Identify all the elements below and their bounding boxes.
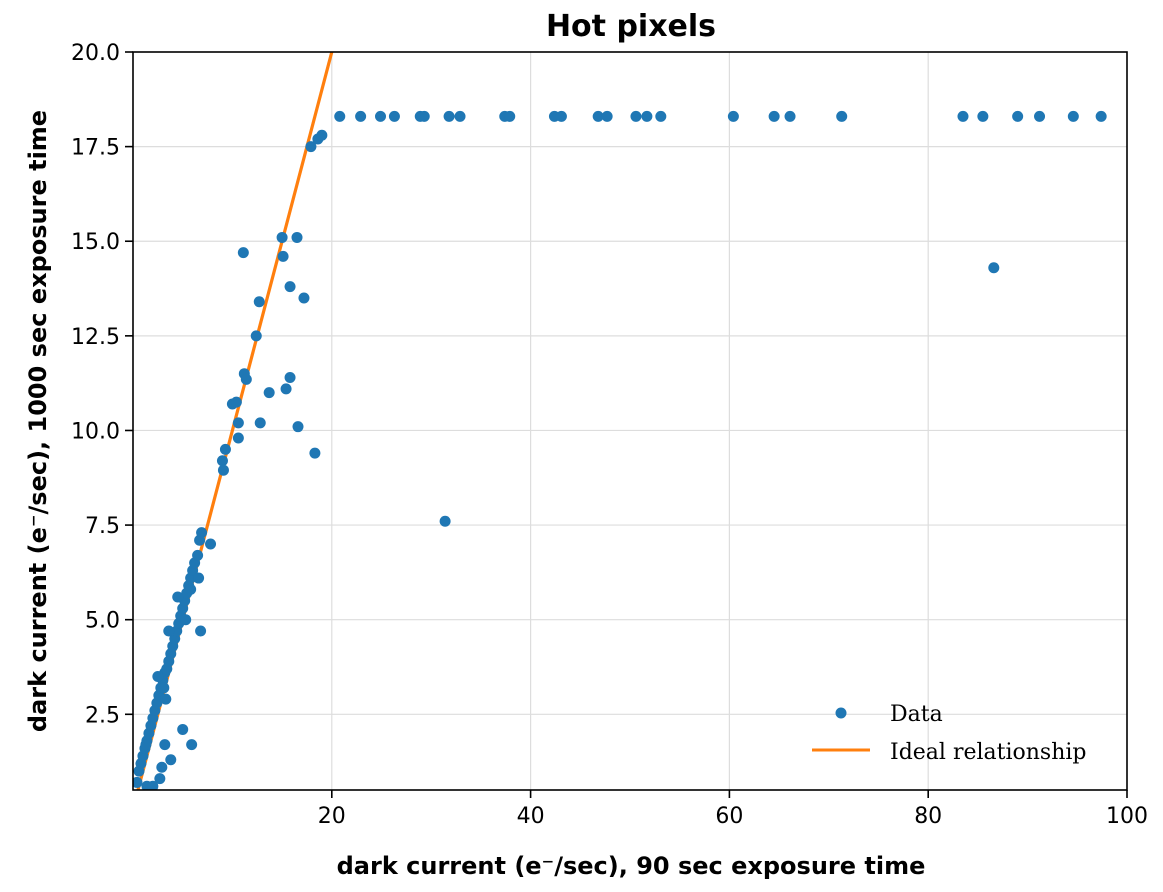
data-point [160, 693, 172, 705]
data-point [195, 625, 207, 637]
data-point [280, 383, 292, 395]
data-point [284, 281, 296, 293]
data-point [185, 583, 197, 595]
data-point [277, 250, 289, 262]
data-point [276, 231, 288, 243]
data-point [196, 527, 208, 539]
data-series [133, 110, 1107, 790]
data-point [641, 110, 653, 122]
legend-ideal-label: Ideal relationship [890, 740, 1087, 765]
data-point [504, 110, 516, 122]
data-point [443, 110, 455, 122]
data-point [216, 455, 228, 467]
data-point [263, 387, 275, 399]
data-point [988, 262, 1000, 274]
x-axis-label: dark current (e⁻/sec), 90 sec exposure t… [337, 852, 926, 880]
data-point [193, 572, 205, 584]
data-point [601, 110, 613, 122]
y-tick-label: 2.5 [85, 703, 120, 728]
data-point [232, 417, 244, 429]
legend-data-marker [835, 707, 847, 719]
data-point [316, 129, 328, 141]
data-point [237, 247, 249, 259]
data-point [147, 780, 159, 790]
x-tick-label: 100 [1106, 804, 1148, 829]
legend-data-label: Data [890, 702, 943, 727]
data-point [284, 371, 296, 383]
data-point [555, 110, 567, 122]
data-point [154, 773, 166, 785]
data-point [592, 110, 604, 122]
legend: Data Ideal relationship [812, 702, 1087, 765]
y-tick-label: 5.0 [85, 609, 120, 634]
data-point [158, 682, 170, 694]
data-point [254, 417, 266, 429]
y-tick-label: 20.0 [71, 41, 120, 66]
data-point [305, 141, 317, 153]
data-point [630, 110, 642, 122]
data-point [165, 754, 177, 766]
data-point [334, 110, 346, 122]
y-tick-label: 15.0 [71, 230, 120, 255]
data-point [454, 110, 466, 122]
data-point [186, 739, 198, 751]
y-tick-label: 7.5 [85, 514, 120, 539]
data-point [727, 110, 739, 122]
data-point [836, 110, 848, 122]
x-tick-label: 20 [318, 804, 346, 829]
y-axis-label: dark current (e⁻/sec), 1000 sec exposure… [24, 110, 52, 732]
data-point [355, 110, 367, 122]
data-point [309, 447, 321, 459]
chart-title: Hot pixels [546, 9, 716, 44]
data-point [133, 776, 143, 788]
data-point [957, 110, 969, 122]
data-point [977, 110, 989, 122]
data-point [177, 723, 189, 735]
data-point [292, 421, 304, 433]
data-point [205, 538, 217, 550]
y-tick-label: 17.5 [71, 136, 120, 161]
data-point [655, 110, 667, 122]
data-point [250, 330, 262, 342]
data-point [375, 110, 387, 122]
plot-area [133, 52, 1107, 790]
data-point [291, 231, 303, 243]
data-point [1012, 110, 1024, 122]
data-point [768, 110, 780, 122]
data-point [1067, 110, 1079, 122]
data-point [219, 443, 231, 455]
data-point [298, 292, 310, 304]
x-axis-ticks: 20 40 60 80 100 [318, 790, 1148, 829]
x-tick-label: 80 [914, 804, 942, 829]
data-point [172, 591, 184, 603]
x-tick-label: 60 [715, 804, 743, 829]
y-tick-label: 10.0 [71, 419, 120, 444]
data-point [439, 515, 451, 527]
data-point [180, 614, 192, 626]
data-point [159, 739, 171, 751]
data-point [418, 110, 430, 122]
data-point [253, 296, 265, 308]
data-point [240, 373, 252, 385]
plot-frame [132, 51, 1128, 791]
data-point [140, 739, 152, 751]
data-point [232, 432, 244, 444]
data-point [152, 670, 164, 682]
data-point [784, 110, 796, 122]
x-tick-label: 40 [517, 804, 545, 829]
data-point [192, 549, 204, 561]
data-point [163, 625, 175, 637]
y-tick-label: 12.5 [71, 325, 120, 350]
data-point [156, 761, 168, 773]
data-point [1034, 110, 1046, 122]
data-point [1095, 110, 1107, 122]
data-point [217, 464, 229, 476]
y-axis-ticks: 2.5 5.0 7.5 10.0 12.5 15.0 17.5 20.0 [71, 41, 133, 728]
data-point [388, 110, 400, 122]
data-point [230, 396, 242, 408]
